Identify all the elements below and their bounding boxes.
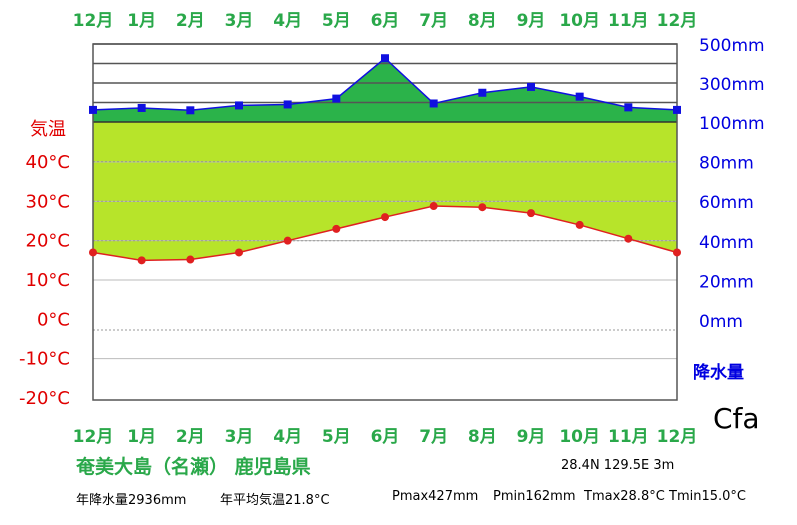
station-title: 奄美大島（名瀬） 鹿児島県 <box>76 452 311 479</box>
precipitation-line-layer <box>89 54 681 115</box>
temperature-point <box>89 248 97 257</box>
month-label-bottom: 7月 <box>419 427 448 447</box>
precipitation-point <box>527 82 535 91</box>
temperature-line-layer <box>89 202 681 265</box>
month-label-bottom: 12月 <box>73 427 114 447</box>
month-label-top: 6月 <box>371 11 400 31</box>
precipitation-tick-label: 300mm <box>699 75 765 95</box>
month-label-bottom: 5月 <box>322 427 351 447</box>
month-label-bottom: 11月 <box>608 427 649 447</box>
temperature-fill-layer <box>93 122 677 261</box>
month-label-bottom: 2月 <box>176 427 205 447</box>
temperature-point <box>624 234 633 243</box>
precipitation-point <box>89 105 97 114</box>
temperature-tick-label: -20°C <box>19 388 70 409</box>
station-coordinates: 28.4N 129.5E 3m <box>561 458 675 473</box>
month-label-bottom: 9月 <box>517 427 546 447</box>
annual-precipitation: 年降水量2936mm <box>76 493 187 508</box>
temperature-point <box>673 248 681 257</box>
month-label-bottom: 1月 <box>127 427 156 447</box>
month-label-bottom: 3月 <box>225 427 254 447</box>
temperature-point <box>186 255 195 264</box>
temperature-point <box>575 220 584 229</box>
climate-classification: Cfa <box>713 402 760 435</box>
temperature-point <box>478 203 487 212</box>
temperature-tick-label: 10°C <box>26 270 70 291</box>
temperature-area <box>93 122 677 261</box>
temperature-point <box>381 213 389 222</box>
precipitation-point <box>186 106 195 115</box>
precipitation-point <box>429 99 438 108</box>
precipitation-point <box>575 92 584 101</box>
precipitation-min: Pmin162mm <box>493 489 576 504</box>
month-label-bottom: 4月 <box>273 427 302 447</box>
annual-mean-temperature: 年平均気温21.8°C <box>220 493 330 508</box>
precipitation-tick-label: 20mm <box>699 272 754 292</box>
precipitation-tick-label: 100mm <box>699 114 765 134</box>
temperature-min: Tmin15.0°C <box>669 489 746 504</box>
month-label-top: 1月 <box>127 11 156 31</box>
month-label-top: 5月 <box>322 11 351 31</box>
temperature-point <box>235 248 243 257</box>
temperature-tick-label: 30°C <box>26 191 70 212</box>
precipitation-point <box>478 88 487 97</box>
precipitation-tick-label: 60mm <box>699 193 754 213</box>
plot-frame <box>92 43 678 401</box>
station-name: 奄美大島（名瀬） <box>76 456 229 478</box>
temperature-tick-label: 20°C <box>26 231 70 252</box>
temperature-max: Tmax28.8°C <box>584 489 665 504</box>
temperature-point <box>429 202 438 211</box>
temperature-point <box>137 256 146 265</box>
month-label-bottom: 6月 <box>371 427 400 447</box>
temperature-axis-title: 気温 <box>30 119 66 140</box>
month-label-top: 2月 <box>176 11 205 31</box>
precipitation-point <box>381 54 389 63</box>
month-label-top: 3月 <box>225 11 254 31</box>
precipitation-point <box>673 105 681 114</box>
precipitation-point <box>332 94 341 103</box>
month-label-top: 10月 <box>559 11 600 31</box>
labels-layer: 12月 12月 1月 1月 2月 2月 3月 3月 4月 4月 5月 5月 6月 6月 7月 7月 8月 8月 9月… <box>19 11 765 447</box>
precipitation-fill-layer <box>93 58 677 122</box>
precipitation-point <box>235 101 243 110</box>
precipitation-max: Pmax427mm <box>392 489 479 504</box>
month-label-top: 12月 <box>73 11 114 31</box>
precipitation-tick-label: 80mm <box>699 154 754 174</box>
temperature-tick-label: -10°C <box>19 349 70 370</box>
month-label-bottom: 10月 <box>559 427 600 447</box>
precipitation-point <box>624 103 633 112</box>
month-label-top: 9月 <box>517 11 546 31</box>
temperature-point <box>332 224 341 233</box>
precipitation-point <box>283 100 292 109</box>
station-prefecture: 鹿児島県 <box>234 456 311 478</box>
precipitation-axis-title: 降水量 <box>693 362 744 383</box>
month-label-top: 12月 <box>657 11 698 31</box>
month-label-top: 7月 <box>419 11 448 31</box>
precipitation-point <box>137 103 146 112</box>
temperature-point <box>283 236 292 245</box>
month-label-bottom: 8月 <box>468 427 497 447</box>
month-label-top: 8月 <box>468 11 497 31</box>
temperature-tick-label: 0°C <box>37 309 70 330</box>
temperature-tick-label: 40°C <box>26 152 70 173</box>
precipitation-area <box>93 58 677 122</box>
month-label-top: 4月 <box>273 11 302 31</box>
month-label-top: 11月 <box>608 11 649 31</box>
precipitation-tick-label: 0mm <box>699 312 743 332</box>
precipitation-tick-label: 500mm <box>699 36 765 56</box>
temperature-point <box>527 209 535 218</box>
month-label-bottom: 12月 <box>657 427 698 447</box>
precipitation-tick-label: 40mm <box>699 233 754 253</box>
